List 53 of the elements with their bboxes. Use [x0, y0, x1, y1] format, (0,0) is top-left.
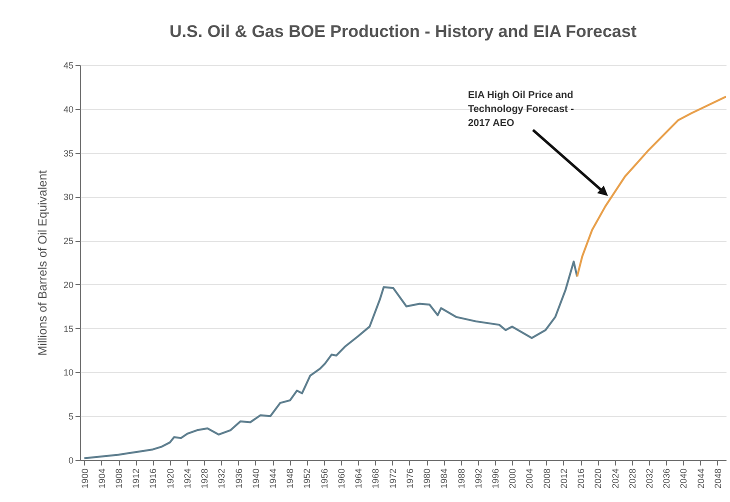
x-tick-label: 2008 [542, 468, 552, 489]
y-tick-label: 30 [63, 192, 74, 202]
x-tick-label: 1924 [182, 468, 192, 489]
x-tick-label: 1904 [96, 468, 107, 489]
x-tick-label: 1944 [268, 468, 278, 489]
y-tick-label: 40 [63, 104, 74, 114]
y-tick-label: 25 [63, 236, 74, 246]
y-tick-label: 15 [63, 324, 74, 334]
y-tick-label: 5 [68, 412, 74, 422]
x-tick-label: 1964 [354, 468, 364, 489]
x-tick-label: 1936 [234, 468, 244, 489]
x-tick-label: 2020 [593, 468, 604, 489]
x-tick-label: 1932 [216, 468, 227, 489]
line-series [576, 96, 726, 278]
y-tick-label: 45 [63, 60, 74, 70]
x-tick-label: 2016 [576, 468, 586, 489]
y-axis-title: Millions of Barrels of Oil Equivalent [35, 170, 50, 356]
x-tick-label: 1996 [490, 468, 500, 489]
x-tick-label: 1916 [148, 468, 158, 489]
x-tick-label: 1980 [422, 468, 432, 489]
x-tick-label: 2028 [627, 468, 638, 489]
y-tick-label: 20 [63, 280, 74, 290]
x-tick-label: 2012 [558, 468, 569, 489]
x-tick-label: 1976 [404, 468, 415, 489]
line-series [83, 260, 578, 460]
x-tick-label: 2044 [696, 468, 706, 489]
x-tick-label: 2004 [524, 468, 535, 489]
x-tick-label: 1920 [165, 468, 176, 489]
x-tick-label: 1908 [114, 468, 124, 489]
x-tick-label: 1960 [336, 468, 346, 489]
y-tick-label: 10 [63, 368, 74, 378]
x-tick-label: 1928 [200, 468, 210, 489]
x-tick-label: 1972 [388, 468, 398, 489]
x-tick-label: 1940 [250, 468, 261, 489]
x-tick-label: 1956 [319, 468, 330, 489]
x-tick-label: 1984 [439, 468, 450, 489]
x-tick-label: 2032 [644, 468, 654, 489]
x-tick-label: 2036 [662, 468, 672, 489]
x-tick-label: 2048 [712, 468, 723, 489]
x-tick-label: 1912 [131, 468, 142, 489]
y-tick-label: 0 [68, 456, 74, 466]
x-tick-label: 1988 [456, 468, 466, 489]
x-tick-label: 2024 [610, 468, 620, 489]
y-tick-label: 35 [63, 148, 74, 158]
chart-title: U.S. Oil & Gas BOE Production - History and EIA Forecast [170, 22, 637, 41]
x-tick-label: 1992 [473, 468, 484, 489]
x-tick-label: 1952 [302, 468, 312, 489]
x-tick-label: 1948 [285, 468, 296, 489]
annotation: EIA High Oil Price and Technology Forecast - 2017 AEO [468, 90, 574, 129]
x-tick-label: 1900 [80, 468, 90, 489]
x-tick-label: 2000 [508, 468, 518, 489]
x-tick-label: 2040 [678, 468, 689, 489]
x-tick-label: 1968 [370, 468, 381, 489]
